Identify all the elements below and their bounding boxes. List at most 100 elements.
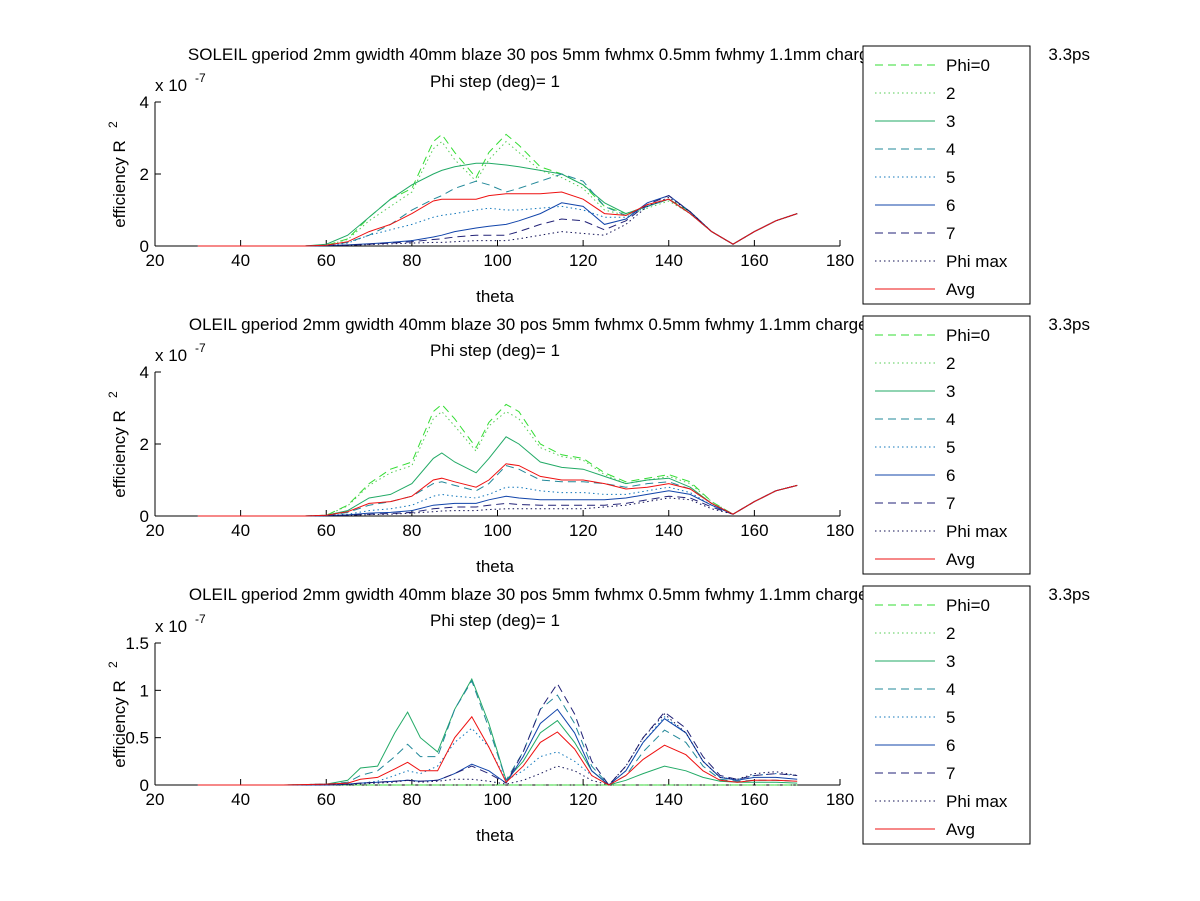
legend-label: 2	[946, 624, 955, 643]
y-axis-label: efficiency R	[110, 140, 129, 228]
x-tick-label: 140	[655, 521, 683, 540]
legend-label: Phi max	[946, 252, 1008, 271]
x-tick-label: 120	[569, 790, 597, 809]
legend-box	[862, 315, 1031, 575]
y-tick-label: 0.5	[125, 729, 149, 748]
x-tick-label: 180	[826, 521, 854, 540]
x-axis-label: theta	[476, 287, 514, 306]
x-tick-label: 80	[402, 790, 421, 809]
x-tick-label: 180	[826, 790, 854, 809]
x-tick-label: 160	[740, 251, 768, 270]
chart-title-tail: 3.3ps	[1048, 585, 1090, 604]
legend-label: 5	[946, 708, 955, 727]
x-axis-label: theta	[476, 826, 514, 845]
legend-label: 7	[946, 494, 955, 513]
legend: Phi=0 2 3 4 5 6 7 Phi max Avg	[862, 585, 1031, 845]
legend-label: 7	[946, 224, 955, 243]
legend-label: 3	[946, 652, 955, 671]
legend-label: Phi max	[946, 522, 1008, 541]
legend-label: 6	[946, 736, 955, 755]
x-tick-label: 40	[231, 251, 250, 270]
series-line-avg	[197, 463, 798, 517]
x-tick-label: 60	[317, 521, 336, 540]
legend-box	[862, 585, 1031, 845]
y-tick-label: 0	[140, 507, 149, 526]
legend-label: 2	[946, 354, 955, 373]
y-axis-label-exponent: 2	[106, 121, 120, 128]
legend-label: 3	[946, 112, 955, 131]
x-tick-label: 40	[231, 521, 250, 540]
legend-label: Avg	[946, 820, 975, 839]
y-multiplier-exponent: -7	[195, 71, 206, 85]
x-tick-label: 180	[826, 251, 854, 270]
y-tick-label: 0	[140, 237, 149, 256]
y-axis-label-group: efficiency R 2	[106, 661, 129, 768]
chart-title: OLEIL gperiod 2mm gwidth 40mm blaze 30 p…	[189, 315, 891, 334]
x-tick-label: 140	[655, 790, 683, 809]
chart-title: SOLEIL gperiod 2mm gwidth 40mm blaze 30 …	[188, 45, 892, 64]
legend: Phi=0 2 3 4 5 6 7 Phi max Avg	[862, 45, 1031, 305]
y-tick-label: 1	[140, 681, 149, 700]
chart-subtitle: Phi step (deg)= 1	[430, 72, 560, 91]
legend-label: 3	[946, 382, 955, 401]
series-line-4	[197, 679, 798, 786]
x-tick-label: 140	[655, 251, 683, 270]
chart-panel-1: SOLEIL gperiod 2mm gwidth 40mm blaze 30 …	[106, 45, 1090, 306]
x-tick-label: 100	[483, 251, 511, 270]
y-tick-label: 1.5	[125, 634, 149, 653]
y-tick-label: 4	[140, 363, 149, 382]
y-axis-label-group: efficiency R 2	[106, 391, 129, 498]
legend-label: 6	[946, 466, 955, 485]
series-line-avg	[197, 191, 798, 247]
legend-label: 6	[946, 196, 955, 215]
x-axis-label: theta	[476, 557, 514, 576]
y-axis-label-group: efficiency R 2	[106, 121, 129, 228]
legend-label: 4	[946, 680, 955, 699]
legend: Phi=0 2 3 4 5 6 7 Phi max Avg	[862, 315, 1031, 575]
series-line-7	[197, 682, 798, 786]
y-multiplier-exponent: -7	[195, 341, 206, 355]
y-multiplier: x 10	[155, 346, 187, 365]
legend-label: 4	[946, 140, 955, 159]
series-line-phi-max	[197, 713, 798, 786]
x-tick-label: 20	[146, 790, 165, 809]
y-tick-label: 2	[140, 435, 149, 454]
y-multiplier: x 10	[155, 76, 187, 95]
chart-title-tail: 3.3ps	[1048, 315, 1090, 334]
series-line-2	[197, 410, 798, 517]
legend-label: Avg	[946, 550, 975, 569]
legend-label: 5	[946, 168, 955, 187]
x-tick-label: 100	[483, 521, 511, 540]
y-multiplier: x 10	[155, 617, 187, 636]
legend-label: Phi=0	[946, 56, 990, 75]
x-tick-label: 40	[231, 790, 250, 809]
y-tick-label: 0	[140, 776, 149, 795]
chart-panel-3: OLEIL gperiod 2mm gwidth 40mm blaze 30 p…	[106, 585, 1090, 845]
chart-subtitle: Phi step (deg)= 1	[430, 341, 560, 360]
series-line-3	[197, 677, 798, 786]
legend-label: Avg	[946, 280, 975, 299]
series-line-2	[197, 140, 798, 247]
legend-label: 5	[946, 438, 955, 457]
x-tick-label: 160	[740, 790, 768, 809]
chart-subtitle: Phi step (deg)= 1	[430, 611, 560, 630]
chart-title: OLEIL gperiod 2mm gwidth 40mm blaze 30 p…	[189, 585, 891, 604]
legend-label: 2	[946, 84, 955, 103]
x-tick-label: 80	[402, 251, 421, 270]
series-line-3	[197, 436, 798, 517]
chart-title-tail: 3.3ps	[1048, 45, 1090, 64]
y-tick-label: 4	[140, 93, 149, 112]
y-tick-label: 2	[140, 165, 149, 184]
x-tick-label: 20	[146, 251, 165, 270]
y-axis-label: efficiency R	[110, 680, 129, 768]
legend-box	[862, 45, 1031, 305]
y-multiplier-exponent: -7	[195, 612, 206, 626]
x-tick-label: 80	[402, 521, 421, 540]
legend-label: 7	[946, 764, 955, 783]
x-tick-label: 60	[317, 251, 336, 270]
x-tick-label: 120	[569, 521, 597, 540]
series-line-avg	[197, 715, 798, 786]
series-line-phi-max	[197, 196, 798, 247]
y-axis-label: efficiency R	[110, 410, 129, 498]
